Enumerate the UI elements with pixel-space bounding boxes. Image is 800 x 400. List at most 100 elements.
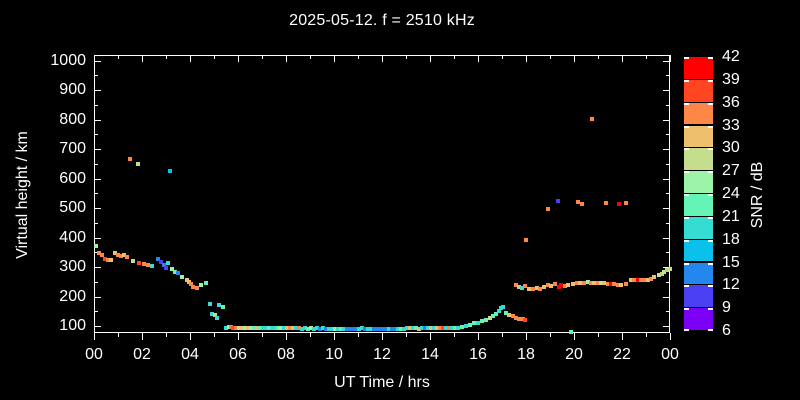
colorbar-segment: [684, 285, 713, 308]
y-tick: [663, 179, 670, 180]
y-tick: [94, 193, 98, 194]
data-point: [420, 326, 424, 330]
y-tick: [94, 90, 101, 91]
plot-area: [94, 55, 672, 340]
data-point: [423, 326, 427, 330]
data-point: [476, 321, 480, 325]
data-point: [221, 305, 225, 309]
y-tick-label: 900: [59, 81, 86, 98]
data-point: [131, 259, 135, 263]
colorbar-tick: [708, 103, 713, 105]
data-point: [575, 281, 579, 285]
data-point: [580, 202, 584, 206]
x-tick: [142, 55, 143, 62]
data-point: [119, 254, 123, 258]
data-point: [527, 287, 531, 291]
y-tick-label: 600: [59, 169, 86, 187]
data-point: [168, 169, 172, 173]
data-point: [456, 326, 460, 330]
data-point: [150, 264, 154, 268]
data-point: [617, 202, 621, 206]
y-tick-label: 700: [59, 140, 86, 157]
data-point: [624, 201, 628, 205]
data-point: [204, 281, 208, 285]
y-tick-label: 400: [59, 228, 86, 246]
data-point: [282, 326, 286, 330]
x-tick: [310, 55, 311, 59]
x-tick-label: 16: [469, 346, 487, 363]
colorbar-title: SNR / dB: [749, 161, 766, 229]
colorbar-tick: [708, 240, 713, 242]
y-tick: [94, 179, 101, 180]
x-tick: [166, 55, 167, 59]
y-tick-label: 1000: [50, 51, 86, 69]
data-point: [351, 327, 355, 331]
y-tick-label: 800: [59, 110, 86, 128]
x-tick-label: 14: [421, 346, 439, 363]
colorbar-tick: [684, 126, 689, 128]
colorbar-segment: [684, 262, 713, 285]
data-point: [596, 281, 600, 285]
colorbar-tick: [708, 285, 713, 287]
data-point: [224, 326, 228, 330]
y-tick: [666, 105, 670, 106]
data-point: [390, 327, 394, 331]
data-point: [590, 117, 594, 121]
data-point: [357, 327, 361, 331]
data-point: [324, 327, 328, 331]
x-tick: [94, 333, 95, 340]
y-tick: [666, 223, 670, 224]
data-point: [103, 257, 107, 261]
data-point: [571, 282, 575, 286]
chart-title: 2025-05-12. f = 2510 kHz: [289, 12, 475, 29]
colorbar-tick: [708, 171, 713, 173]
x-tick: [118, 55, 119, 59]
y-tick: [94, 297, 101, 298]
data-point: [447, 326, 451, 330]
x-tick: [358, 55, 359, 59]
data-point: [164, 266, 168, 270]
x-tick: [406, 333, 407, 337]
data-point: [243, 326, 247, 330]
x-tick: [502, 333, 503, 337]
data-point: [497, 309, 501, 313]
x-tick-label: 00: [661, 346, 679, 363]
data-point: [632, 278, 636, 282]
y-tick: [94, 326, 101, 327]
colorbar-tick-label: 24: [722, 185, 740, 202]
data-point: [125, 255, 129, 259]
colorbar-segment: [684, 79, 713, 102]
snr-colorbar: [684, 57, 713, 331]
y-tick: [94, 120, 101, 121]
colorbar-tick: [684, 171, 689, 173]
colorbar-segment: [684, 148, 713, 171]
data-point: [589, 281, 593, 285]
data-point: [330, 327, 334, 331]
data-point: [450, 326, 454, 330]
x-tick: [598, 55, 599, 59]
data-point: [249, 326, 253, 330]
data-point: [616, 283, 620, 287]
colorbar-tick: [708, 263, 713, 265]
x-tick-label: 04: [181, 346, 199, 363]
colorbar-segment: [684, 308, 713, 330]
data-point: [586, 280, 590, 284]
data-point: [429, 326, 433, 330]
data-point: [348, 327, 352, 331]
y-tick: [666, 282, 670, 283]
colorbar-tick-label: 18: [722, 230, 740, 248]
data-point: [273, 326, 277, 330]
data-point: [414, 326, 418, 330]
data-point: [97, 251, 101, 255]
data-point: [191, 285, 195, 289]
x-tick-label: 08: [277, 346, 295, 363]
data-point: [285, 326, 289, 330]
data-point: [342, 327, 346, 331]
y-tick: [94, 164, 98, 165]
data-point: [234, 326, 238, 330]
y-tick: [94, 208, 101, 209]
data-point: [546, 207, 550, 211]
data-point: [300, 327, 304, 331]
colorbar-tick-label: 36: [722, 93, 740, 111]
data-point: [624, 282, 628, 286]
